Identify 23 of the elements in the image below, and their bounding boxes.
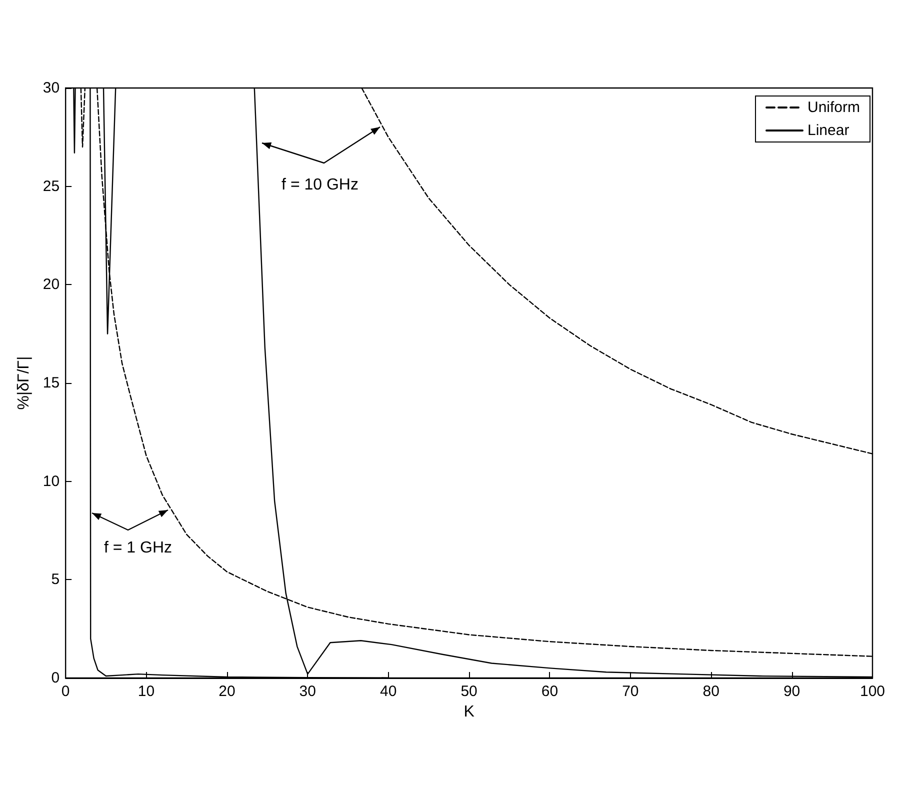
x-tick-label: 10 <box>138 683 155 700</box>
y-tick-label: 0 <box>51 670 60 686</box>
y-tick-label: 15 <box>42 374 60 392</box>
x-tick-label: 100 <box>860 683 885 700</box>
y-tick-label: 25 <box>42 178 60 195</box>
y-tick-label: 10 <box>42 472 60 490</box>
x-axis-title: K <box>464 703 475 720</box>
legend-label: Uniform <box>807 99 860 116</box>
annotation: f = 1 GHz <box>104 540 172 556</box>
x-tick-label: 50 <box>460 683 478 700</box>
y-tick-label: 20 <box>42 276 60 294</box>
x-tick-label: 40 <box>380 683 397 700</box>
legend-label: Linear <box>807 122 850 139</box>
x-tick-label: 70 <box>622 683 639 700</box>
annotation: f = 10 GHz <box>282 176 358 194</box>
y-tick-label: 5 <box>51 571 60 588</box>
x-tick-label: 20 <box>218 683 236 700</box>
y-tick-label: 30 <box>42 80 60 96</box>
x-tick-label: 90 <box>783 683 800 700</box>
x-tick-label: 30 <box>299 683 316 700</box>
y-axis-title: %|δΓ/Γ| <box>16 356 32 410</box>
x-tick-label: 80 <box>702 683 720 700</box>
x-tick-label: 60 <box>541 683 558 700</box>
